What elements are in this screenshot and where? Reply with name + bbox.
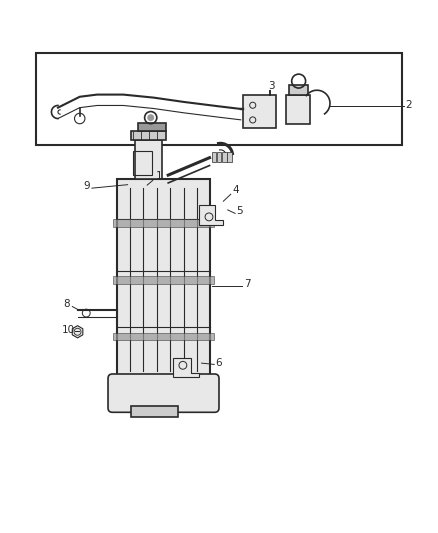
Bar [286, 95, 311, 124]
Bar [227, 152, 232, 162]
Polygon shape [173, 358, 199, 377]
Text: 3: 3 [268, 82, 275, 91]
Bar [36, 53, 402, 144]
Bar [117, 180, 210, 379]
Bar [135, 140, 162, 180]
Bar [133, 151, 152, 175]
Text: 10: 10 [61, 325, 74, 335]
Text: 8: 8 [64, 298, 70, 309]
Bar [217, 152, 221, 162]
Bar [131, 406, 177, 417]
Bar [113, 220, 214, 228]
Bar [131, 131, 166, 140]
FancyBboxPatch shape [108, 374, 219, 413]
Polygon shape [199, 205, 223, 225]
Text: 4: 4 [232, 185, 239, 196]
Bar [113, 333, 214, 341]
Text: 7: 7 [244, 279, 251, 289]
Bar [212, 152, 216, 162]
Text: 6: 6 [215, 358, 222, 368]
Circle shape [147, 114, 154, 121]
Text: 1: 1 [156, 172, 162, 181]
Bar [222, 152, 226, 162]
Bar [243, 95, 276, 128]
Text: 5: 5 [237, 206, 243, 216]
Text: 2: 2 [405, 100, 412, 110]
Text: 9: 9 [83, 181, 90, 191]
Polygon shape [72, 326, 83, 338]
Bar [138, 123, 166, 131]
Bar [113, 276, 214, 284]
Bar [289, 85, 308, 95]
